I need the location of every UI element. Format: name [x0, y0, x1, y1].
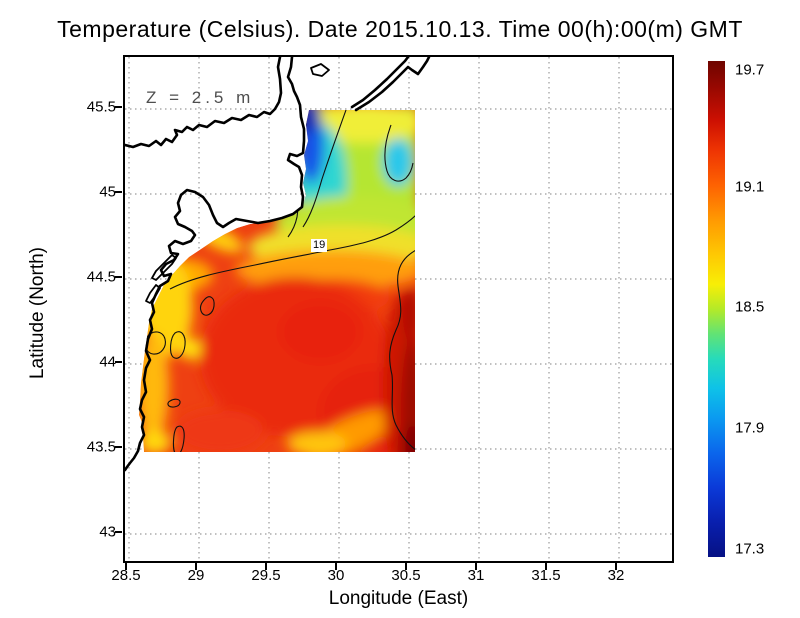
contour-level-label: 19 — [311, 239, 328, 252]
coastline — [125, 57, 431, 472]
map-canvas — [125, 57, 672, 561]
x-tick-label: 31 — [467, 567, 485, 584]
plot-title: Temperature (Celsius). Date 2015.10.13. … — [57, 16, 743, 42]
x-axis-title: Longitude (East) — [328, 588, 469, 609]
colorbar — [708, 61, 725, 557]
y-tick-label: 43 — [99, 523, 116, 541]
colorbar-tick-label: 19.7 — [735, 61, 765, 79]
y-tick-label: 45 — [99, 183, 116, 201]
y-tick-label: 45.5 — [86, 98, 116, 116]
x-tick-label: 28.5 — [111, 567, 141, 584]
depth-annotation: Z = 2.5 m — [146, 88, 255, 107]
colorbar-tick-label: 19.1 — [735, 178, 765, 196]
colorbar-tick-label: 17.9 — [735, 419, 765, 437]
plot-frame — [123, 55, 674, 563]
x-tick-label: 30 — [327, 567, 345, 584]
y-tick-label: 44.5 — [86, 268, 116, 286]
x-tick-label: 30.5 — [391, 567, 421, 584]
temperature-field — [139, 110, 415, 452]
x-tick-label: 29.5 — [251, 567, 281, 584]
x-tick-label: 31.5 — [531, 567, 561, 584]
y-tick-label: 43.5 — [86, 438, 116, 456]
x-tick-label: 32 — [607, 567, 625, 584]
x-tick-label: 29 — [187, 567, 205, 584]
y-tick-label: 44 — [99, 353, 116, 371]
colorbar-tick-label: 18.5 — [735, 298, 765, 316]
colorbar-tick-label: 17.3 — [735, 540, 765, 558]
y-axis-title: Latitude (North) — [27, 247, 48, 380]
